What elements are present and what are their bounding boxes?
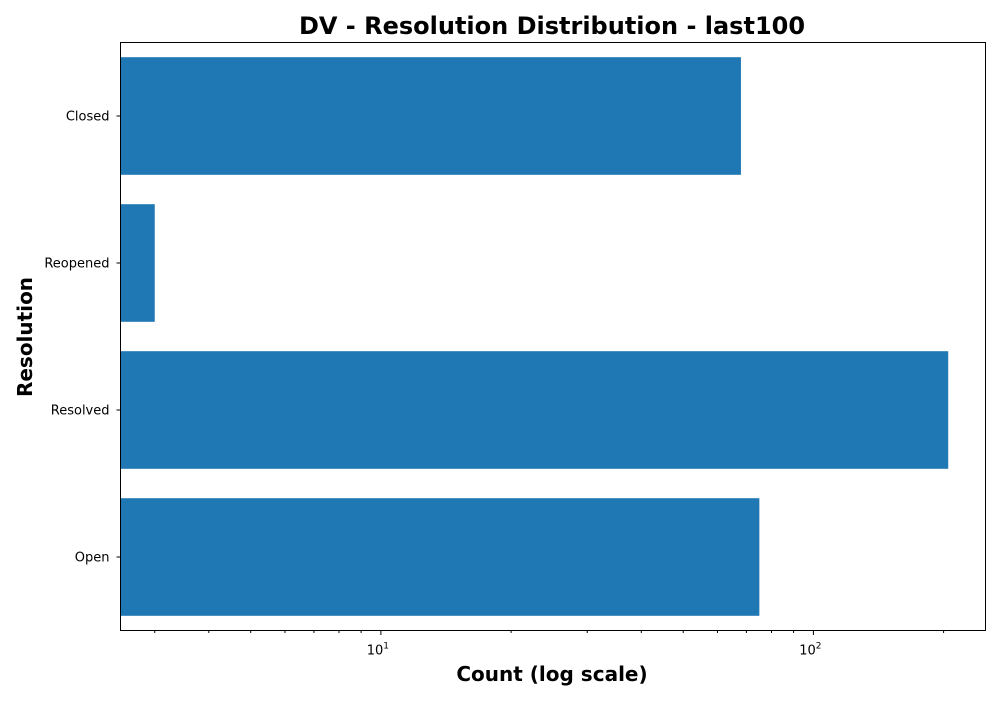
plot-area	[120, 42, 986, 631]
bar-resolved	[120, 351, 949, 469]
bar-open	[120, 498, 760, 616]
y-axis: Closed Reopened Resolved Open	[44, 110, 121, 566]
x-axis-label: Count (log scale)	[456, 662, 647, 686]
chart-title: DV - Resolution Distribution - last100	[299, 12, 805, 40]
y-tick-label: Resolved	[51, 404, 110, 419]
y-axis-label: Resolution	[13, 277, 37, 397]
x-tick-label: 101	[367, 642, 389, 659]
bars	[120, 57, 949, 616]
x-tick-label: 102	[799, 642, 821, 659]
bar-closed	[120, 57, 741, 175]
x-axis: 101 102	[154, 630, 945, 659]
bar-reopened	[120, 204, 155, 322]
y-tick-label: Open	[75, 551, 110, 566]
y-tick-label: Closed	[66, 110, 110, 125]
y-tick-label: Reopened	[44, 257, 109, 272]
